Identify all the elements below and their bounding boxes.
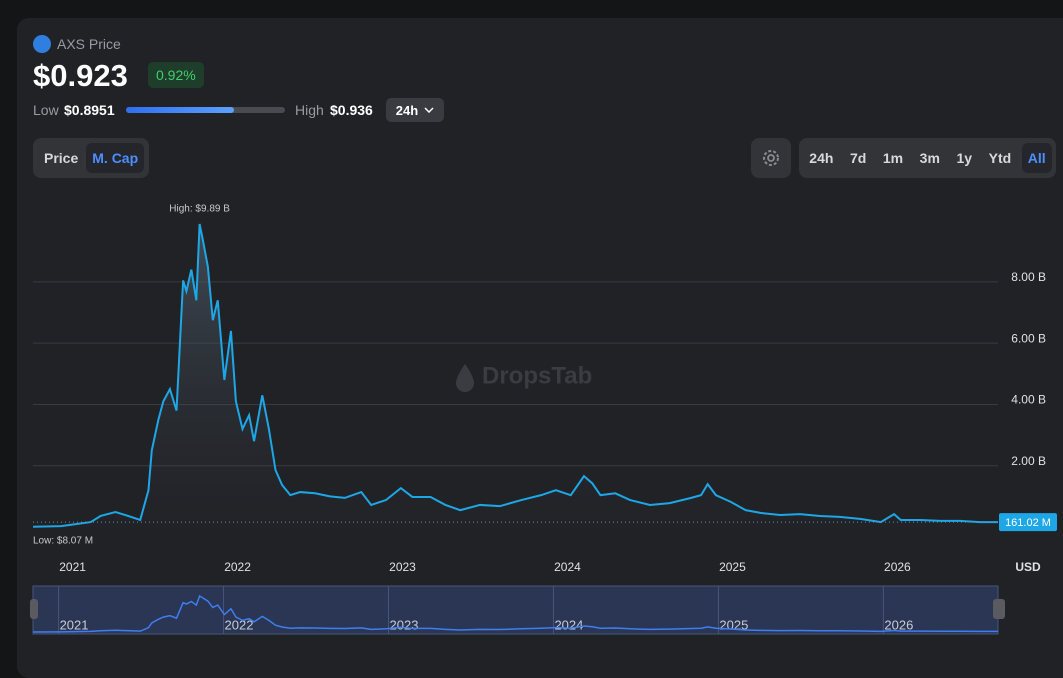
chart: DropsTab 2.00 B 4.00 B 6.00 B 8.00 B 2021 202… xyxy=(30,204,1057,635)
low-annotation: Low: $8.07 M xyxy=(33,536,93,547)
x-tick-label: 2025 xyxy=(719,560,746,574)
range-group: 24h 7d 1m 3m 1y Ytd All xyxy=(799,138,1056,178)
period-text: 24h xyxy=(395,102,419,118)
x-tick-label: 2023 xyxy=(389,560,416,574)
x-tick-label: 2022 xyxy=(224,560,251,574)
navigator-tick-label: 2024 xyxy=(554,617,583,632)
range-bar xyxy=(126,107,285,113)
asset-logo xyxy=(33,35,51,53)
high-annotation: High: $9.89 B xyxy=(169,204,230,215)
range-fill xyxy=(126,107,235,113)
y-tick-label: 8.00 B xyxy=(1011,270,1046,284)
navigator-tick-label: 2021 xyxy=(60,617,89,632)
y-tick-label: 4.00 B xyxy=(1011,393,1046,407)
settings-button[interactable] xyxy=(751,138,791,178)
range-button[interactable]: 3m xyxy=(919,150,940,166)
tab-group: Price M. Cap xyxy=(33,138,150,178)
chevron xyxy=(424,107,434,113)
watermark-text: DropsTab xyxy=(482,362,592,389)
low-value: $0.8951 xyxy=(64,102,115,118)
x-tick-label: 2021 xyxy=(59,560,86,574)
range-button[interactable]: All xyxy=(1021,143,1052,173)
navigator-tick-label: 2026 xyxy=(884,617,913,632)
y-axis-label: USD xyxy=(1015,560,1041,574)
asset-name: AXS Price xyxy=(57,36,121,52)
range-button[interactable]: 7d xyxy=(849,150,867,166)
area xyxy=(33,224,998,528)
last-value-label: 161.02 M xyxy=(1005,517,1051,529)
tab[interactable]: Price xyxy=(44,150,79,166)
high-value: $0.936 xyxy=(330,102,373,118)
last-value-badge xyxy=(999,513,1057,532)
watermark: DropsTab xyxy=(456,362,592,392)
navigator-tick-label: 2023 xyxy=(390,617,419,632)
range-button[interactable]: 1y xyxy=(956,150,973,166)
navigator-handle[interactable] xyxy=(30,599,38,619)
line xyxy=(32,223,999,528)
navigator-handle[interactable] xyxy=(993,599,1005,619)
page: DropsTab 2.00 B 4.00 B 6.00 B 8.00 B 2021 202… xyxy=(17,18,1063,678)
x-tick-label: 2024 xyxy=(554,560,581,574)
gear-icon xyxy=(763,150,779,166)
low-label: Low xyxy=(33,102,59,118)
period-dropdown[interactable]: 24h xyxy=(386,98,444,122)
x-tick-label: 2026 xyxy=(884,560,911,574)
tab[interactable]: M. Cap xyxy=(86,143,145,173)
price: $0.923 xyxy=(33,58,128,93)
y-tick-label: 6.00 B xyxy=(1011,331,1046,345)
watermark-icon xyxy=(456,364,474,392)
navigator-line xyxy=(32,594,999,633)
navigator-tick-label: 2022 xyxy=(225,617,254,632)
y-tick-label: 2.00 B xyxy=(1011,454,1046,468)
range-button[interactable]: 1m xyxy=(882,150,904,166)
range-button[interactable]: Ytd xyxy=(988,150,1012,166)
navigator[interactable] xyxy=(32,585,999,635)
range-button[interactable]: 24h xyxy=(809,150,834,166)
high-label: High xyxy=(295,102,324,118)
change-badge: 0.92% xyxy=(148,62,204,88)
